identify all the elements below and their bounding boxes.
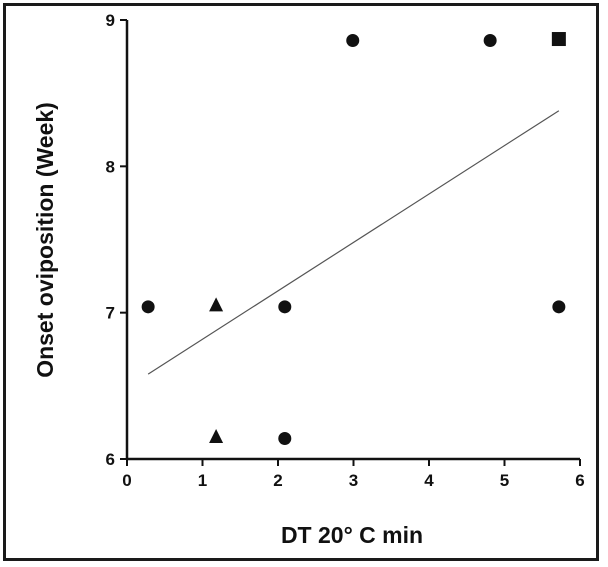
x-tick-label: 4: [424, 471, 434, 490]
x-tick-label: 0: [122, 471, 131, 490]
x-axis-title: DT 20° C min: [281, 522, 423, 548]
y-axis-title: Onset oviposition (Week): [32, 102, 58, 378]
data-point-triangle: [209, 297, 224, 312]
x-tick-label: 2: [273, 471, 282, 490]
data-point-circle: [278, 300, 292, 314]
figure-frame: [3, 3, 599, 561]
data-point-circle: [346, 33, 360, 47]
y-tick-label: 6: [106, 450, 115, 469]
data-point-circle: [141, 300, 155, 314]
data-point-circle: [552, 300, 566, 314]
data-points: [141, 32, 566, 446]
data-point-circle: [483, 33, 497, 47]
y-tick-label: 9: [106, 11, 115, 30]
data-point-square: [551, 32, 566, 47]
x-tick-label: 1: [198, 471, 207, 490]
trend-line-group: [147, 110, 560, 375]
x-tick-label: 6: [575, 471, 584, 490]
x-tick-label: 5: [500, 471, 509, 490]
y-tick-label: 8: [106, 157, 115, 176]
axes: 0 1 2 3 4 5 6 6 7 8 9: [106, 11, 585, 490]
y-tick-label: 7: [106, 304, 115, 323]
data-point-triangle: [209, 429, 224, 444]
data-point-circle: [278, 432, 292, 446]
trend-line: [147, 110, 560, 375]
x-tick-label: 3: [349, 471, 358, 490]
